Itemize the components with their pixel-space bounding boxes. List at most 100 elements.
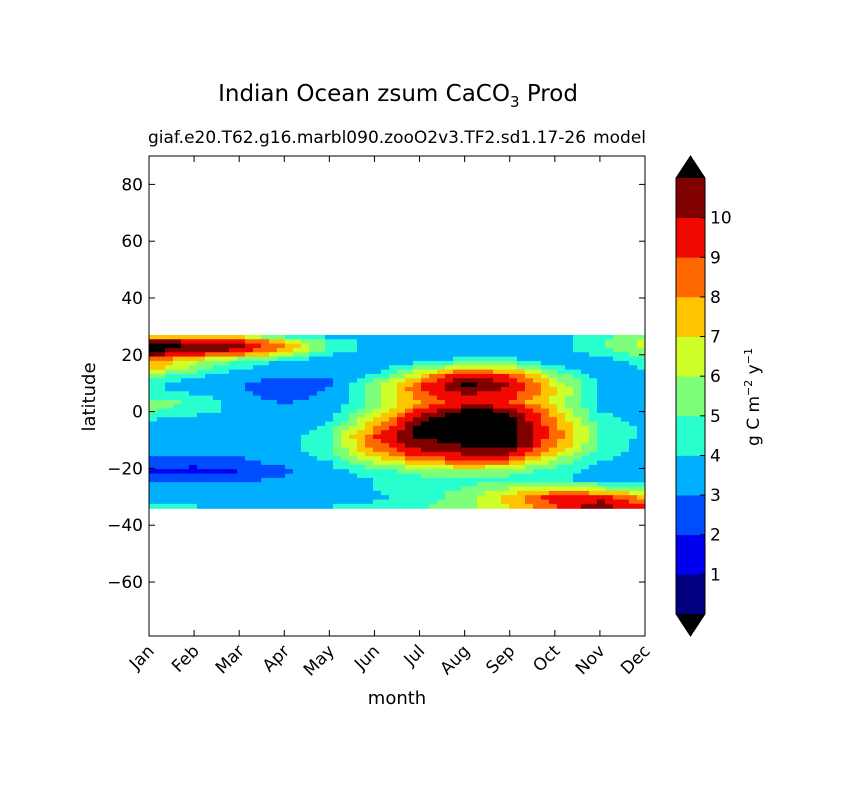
heatmap-cell (389, 434, 398, 440)
heatmap-cell (509, 369, 518, 375)
heatmap-cell (397, 334, 406, 340)
heatmap-cell (605, 352, 614, 358)
heatmap-cell (381, 417, 390, 423)
heatmap-cell (261, 334, 270, 340)
heatmap-cell (389, 430, 398, 436)
heatmap-cell (605, 334, 614, 340)
heatmap-cell (541, 404, 550, 410)
heatmap-cell (181, 430, 190, 436)
heatmap-cell (549, 343, 558, 349)
heatmap-cell (165, 430, 174, 436)
heatmap-cell (157, 430, 166, 436)
heatmap-cell (221, 378, 230, 384)
heatmap-cell (269, 399, 278, 405)
heatmap-cell (221, 430, 230, 436)
heatmap-cell (549, 408, 558, 414)
heatmap-cell (525, 352, 534, 358)
heatmap-cell (461, 378, 470, 384)
heatmap-cell (621, 373, 630, 379)
heatmap-cell (301, 343, 310, 349)
heatmap-cell (557, 490, 566, 496)
heatmap-cell (309, 490, 318, 496)
heatmap-cell (181, 339, 190, 345)
heatmap-cell (493, 434, 502, 440)
heatmap-cell (293, 482, 302, 488)
heatmap-cell (261, 360, 270, 366)
heatmap-cell (557, 382, 566, 388)
heatmap-cell (573, 490, 582, 496)
heatmap-cell (525, 334, 534, 340)
heatmap-cell (493, 421, 502, 427)
heatmap-cell (221, 425, 230, 431)
heatmap-cell (413, 378, 422, 384)
heatmap-cell (181, 347, 190, 353)
heatmap-cell (181, 499, 190, 505)
heatmap-cell (453, 486, 462, 492)
heatmap-cell (469, 443, 478, 449)
heatmap-cell (469, 486, 478, 492)
heatmap-cell (397, 399, 406, 405)
heatmap-cell (541, 365, 550, 371)
heatmap-cell (269, 339, 278, 345)
heatmap-cell (469, 477, 478, 483)
heatmap-cell (589, 438, 598, 444)
heatmap-cell (237, 382, 246, 388)
heatmap-cell (277, 503, 286, 509)
heatmap-cell (421, 373, 430, 379)
heatmap-cell (421, 399, 430, 405)
heatmap-cell (621, 447, 630, 453)
heatmap-cell (213, 382, 222, 388)
heatmap-cell (269, 386, 278, 392)
heatmap-cell (357, 404, 366, 410)
heatmap-cell (533, 412, 542, 418)
heatmap-cell (517, 447, 526, 453)
heatmap-cell (149, 473, 158, 479)
heatmap-cell (309, 356, 318, 362)
heatmap-cell (397, 391, 406, 397)
heatmap-cell (493, 395, 502, 401)
heatmap-cell (493, 404, 502, 410)
heatmap-cell (453, 430, 462, 436)
heatmap-cell (461, 412, 470, 418)
heatmap-cell (429, 334, 438, 340)
heatmap-cell (453, 386, 462, 392)
colorbar-tick-label: 4 (710, 446, 721, 466)
heatmap-cell (565, 438, 574, 444)
heatmap-cell (269, 434, 278, 440)
heatmap-cell (501, 443, 510, 449)
heatmap-cell (493, 347, 502, 353)
heatmap-cell (629, 412, 638, 418)
heatmap-cell (525, 460, 534, 466)
heatmap-cell (277, 434, 286, 440)
heatmap-cell (157, 469, 166, 475)
heatmap-cell (261, 356, 270, 362)
heatmap-cell (189, 469, 198, 475)
heatmap-cell (325, 369, 334, 375)
heatmap-cell (501, 386, 510, 392)
heatmap-cell (533, 391, 542, 397)
heatmap-cell (341, 352, 350, 358)
heatmap-cell (453, 343, 462, 349)
heatmap-cell (509, 495, 518, 501)
heatmap-cell (565, 339, 574, 345)
heatmap-cell (285, 404, 294, 410)
heatmap-cell (637, 456, 645, 462)
heatmap-cell (181, 399, 190, 405)
heatmap-cell (437, 456, 446, 462)
heatmap-cell (165, 334, 174, 340)
heatmap-cell (541, 360, 550, 366)
heatmap-cell (149, 443, 158, 449)
heatmap-cell (293, 378, 302, 384)
heatmap-cell (565, 447, 574, 453)
heatmap-cell (501, 469, 510, 475)
heatmap-cell (277, 421, 286, 427)
heatmap-cell (501, 369, 510, 375)
heatmap-cell (229, 373, 238, 379)
heatmap-cell (573, 425, 582, 431)
heatmap-cell (293, 404, 302, 410)
heatmap-cell (461, 469, 470, 475)
heatmap-cell (389, 395, 398, 401)
heatmap-cell (253, 451, 262, 457)
heatmap-cell (213, 495, 222, 501)
heatmap-cell (437, 399, 446, 405)
